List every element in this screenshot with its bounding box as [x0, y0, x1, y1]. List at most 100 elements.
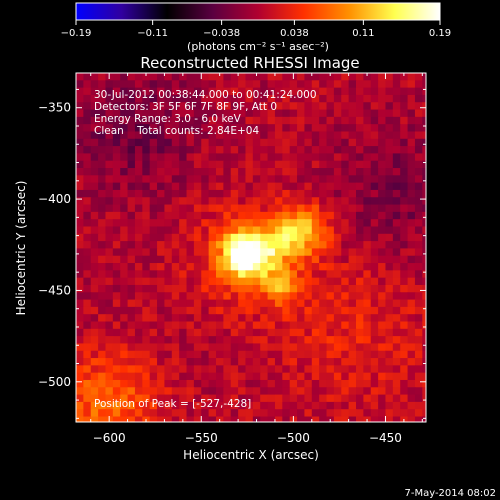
heatmap-cell — [252, 94, 261, 103]
heatmap-cell — [400, 197, 409, 206]
heatmap-cell — [289, 379, 298, 388]
heatmap-cell — [356, 306, 364, 315]
heatmap-cell — [216, 102, 224, 111]
heatmap-cell — [149, 277, 158, 286]
heatmap-cell — [304, 263, 313, 271]
heatmap-cell — [164, 336, 173, 345]
heatmap-cell — [363, 197, 372, 206]
heatmap-cell — [134, 226, 143, 235]
heatmap-cell — [370, 270, 379, 279]
heatmap-cell — [422, 116, 426, 125]
heatmap-cell — [171, 226, 180, 235]
heatmap-cell — [407, 306, 416, 315]
heatmap-cell — [407, 102, 416, 111]
heatmap-cell — [120, 197, 129, 206]
heatmap-cell — [430, 256, 438, 264]
heatmap-cell — [260, 146, 269, 154]
heatmap-cell — [414, 226, 423, 235]
heatmap-cell — [297, 124, 306, 133]
heatmap-cell — [83, 424, 91, 432]
heatmap-cell — [149, 219, 158, 228]
heatmap-cell — [333, 109, 342, 118]
heatmap-cell — [201, 87, 210, 96]
heatmap-cell — [238, 94, 247, 103]
heatmap-cell — [356, 189, 364, 198]
heatmap-cell — [304, 73, 313, 81]
heatmap-cell — [341, 343, 350, 352]
heatmap-cell — [400, 189, 409, 198]
heatmap-cell — [223, 365, 232, 374]
heatmap-cell — [216, 401, 224, 410]
heatmap-cell — [252, 211, 261, 220]
heatmap-cell — [76, 241, 84, 250]
heatmap-cell — [208, 211, 217, 220]
heatmap-cell — [385, 299, 394, 308]
heatmap-cell — [230, 321, 239, 330]
heatmap-cell — [186, 204, 195, 213]
heatmap-cell — [142, 292, 151, 301]
heatmap-cell — [90, 131, 99, 140]
heatmap-cell — [297, 277, 306, 286]
heatmap-cell — [149, 401, 158, 410]
heatmap-cell — [157, 409, 166, 418]
heatmap-cell — [223, 138, 232, 147]
heatmap-cell — [157, 146, 166, 154]
heatmap-cell — [193, 131, 202, 140]
heatmap-cell — [105, 314, 114, 323]
heatmap-cell — [193, 182, 202, 191]
heatmap-cell — [164, 328, 173, 337]
heatmap-cell — [252, 343, 261, 352]
heatmap-cell — [216, 138, 224, 147]
heatmap-cell — [171, 299, 180, 308]
heatmap-cell — [134, 343, 143, 352]
heatmap-cell — [83, 255, 92, 264]
heatmap-cell — [341, 138, 350, 147]
heatmap-cell — [238, 109, 247, 118]
heatmap-cell — [348, 94, 357, 103]
heatmap-cell — [414, 233, 423, 242]
heatmap-cell — [238, 343, 247, 352]
heatmap-cell — [363, 241, 372, 250]
heatmap-cell — [252, 109, 261, 118]
heatmap-cell — [216, 292, 224, 301]
heatmap-cell — [414, 80, 423, 89]
heatmap-cell — [356, 197, 364, 206]
heatmap-cell — [304, 168, 313, 176]
heatmap-cell — [90, 94, 99, 103]
heatmap-cell — [274, 350, 283, 359]
heatmap-cell — [245, 284, 254, 293]
chart-title: Reconstructed RHESSI Image — [140, 54, 359, 72]
heatmap-cell — [252, 263, 261, 271]
x-axis-ticks: −600 −550 −500 −450 — [90, 73, 423, 445]
heatmap-cell — [157, 182, 166, 191]
heatmap-cell — [260, 277, 269, 286]
heatmap-cell — [407, 124, 416, 133]
footer-date: 7-May-2014 08:02 — [404, 488, 496, 499]
heatmap-cell — [319, 94, 328, 103]
heatmap-cell — [238, 211, 247, 220]
heatmap-cell — [208, 284, 217, 293]
heatmap-cell — [223, 401, 232, 410]
heatmap-cell — [208, 109, 217, 118]
heatmap-cell — [252, 409, 261, 418]
heatmap-cell — [90, 189, 99, 198]
heatmap-cell — [83, 182, 92, 191]
heatmap-cell — [348, 116, 357, 125]
heatmap-cell — [127, 387, 136, 396]
heatmap-cell — [164, 116, 173, 125]
heatmap-cell — [282, 292, 291, 301]
heatmap-cell — [282, 211, 291, 220]
heatmap-cell — [274, 219, 283, 228]
heatmap-cell — [76, 248, 84, 257]
heatmap-cell — [120, 336, 129, 345]
heatmap-cell — [157, 387, 166, 396]
heatmap-cell — [171, 87, 180, 96]
heatmap-cell — [297, 219, 306, 228]
heatmap-cell — [142, 226, 151, 235]
heatmap-cell — [230, 226, 239, 235]
heatmap-cell — [378, 409, 387, 418]
heatmap-cell — [333, 336, 342, 345]
heatmap-cell — [333, 80, 342, 89]
heatmap-cell — [274, 379, 283, 388]
heatmap-cell — [414, 248, 423, 257]
